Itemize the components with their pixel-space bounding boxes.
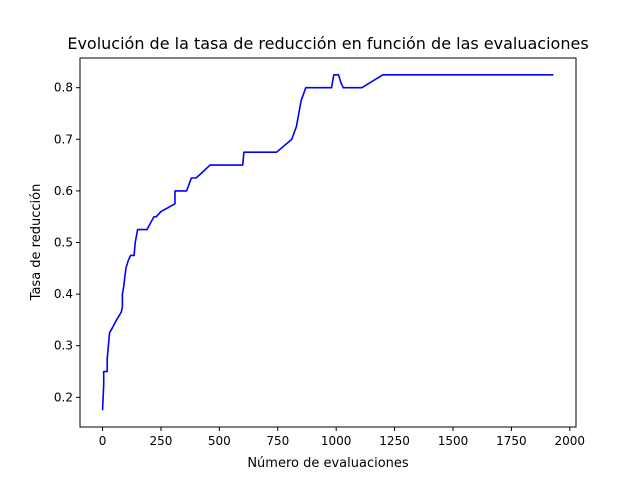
x-axis-ticks: 0 250 500 750 1000 1250 1500 1750 2000: [99, 427, 585, 448]
x-tick-label: 0: [99, 434, 107, 448]
y-tick-label: 0.5: [54, 236, 73, 250]
y-tick-label: 0.6: [54, 184, 73, 198]
x-tick-label: 2000: [555, 434, 586, 448]
plot-area: [101, 73, 554, 411]
x-tick-label: 1000: [321, 434, 352, 448]
chart-title: Evolución de la tasa de reducción en fun…: [67, 34, 588, 53]
y-tick-label: 0.7: [54, 132, 73, 146]
x-tick-label: 250: [150, 434, 173, 448]
series-line: [101, 73, 554, 411]
axes-frame: [79, 57, 577, 428]
x-axis-label: Número de evaluaciones: [247, 456, 409, 471]
y-axis-ticks: 0.2 0.3 0.4 0.5 0.6 0.7 0.8: [54, 81, 80, 404]
x-tick-label: 750: [266, 434, 289, 448]
y-axis-label: Tasa de reducción: [29, 184, 44, 302]
y-tick-label: 0.2: [54, 390, 73, 404]
x-tick-label: 1500: [438, 434, 469, 448]
x-tick-label: 1750: [496, 434, 527, 448]
y-tick-label: 0.3: [54, 339, 73, 353]
x-tick-label: 500: [208, 434, 231, 448]
y-tick-label: 0.8: [54, 81, 73, 95]
x-tick-label: 1250: [379, 434, 410, 448]
y-tick-label: 0.4: [54, 287, 73, 301]
